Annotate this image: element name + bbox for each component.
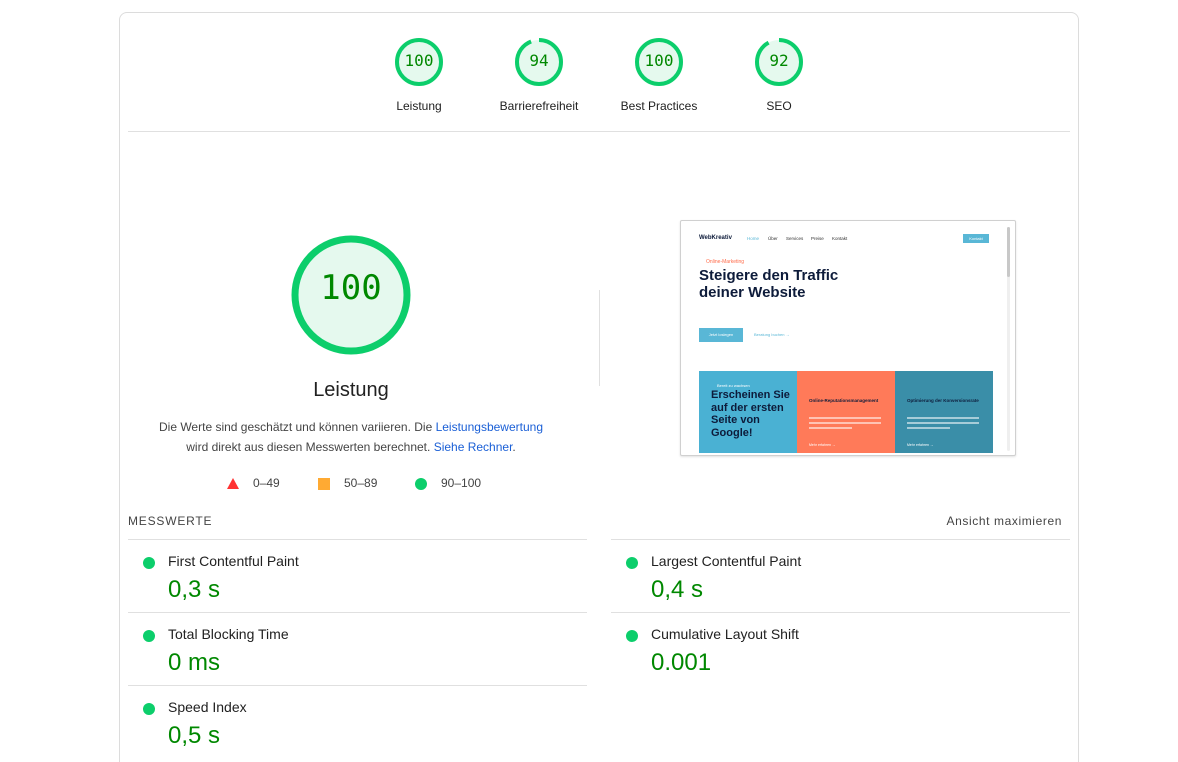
square-icon — [318, 478, 330, 490]
panel-more-link: Mehr erfahren → — [809, 443, 836, 447]
screenshot-cta: Jetzt loslegen — [699, 328, 743, 342]
screenshot-nav-item: Über — [768, 236, 778, 241]
lighthouse-report-card: 100 Leistung 94 Barrierefreiheit 100 Bes… — [119, 12, 1079, 762]
metric-value: 0.001 — [651, 649, 712, 676]
panel-kicker: Bereit zu wachsen — [717, 383, 750, 388]
description-text: Die Werte sind geschätzt und können vari… — [158, 420, 436, 434]
circle-icon — [415, 478, 427, 490]
screenshot-nav-item: Kontakt — [832, 236, 848, 241]
screenshot-panels: Bereit zu wachsen Erscheinen Sie auf der… — [699, 371, 994, 453]
screenshot-panel: Online-Reputationsmanagement Mehr erfahr… — [797, 371, 895, 453]
performance-score: 100 — [320, 268, 382, 308]
gauge-ring-icon — [755, 38, 803, 86]
metric-cumulative-layout-shift: Cumulative Layout Shift 0.001 — [611, 612, 1070, 676]
screenshot-nav-item: Home — [747, 236, 760, 241]
gauge-score: 100 — [644, 51, 674, 70]
panel-more-link: Mehr erfahren → — [907, 443, 934, 447]
gauge-label: Best Practices — [620, 99, 698, 113]
category-gauges: 100 Leistung 94 Barrierefreiheit 100 Bes… — [120, 37, 1078, 127]
screenshot-panel: Bereit zu wachsen Erscheinen Sie auf der… — [699, 371, 797, 453]
metric-name: Largest Contentful Paint — [651, 553, 802, 569]
gauge-score: 100 — [404, 51, 434, 70]
gauge-ring-icon — [635, 38, 683, 86]
screenshot-contact-button: Kontakt — [963, 234, 989, 243]
page-screenshot[interactable]: WebKreativ Home Über Services Preise Kon… — [680, 220, 1016, 456]
metric-value: 0,4 s — [651, 576, 704, 603]
gauge-barrierefreiheit[interactable]: 94 Barrierefreiheit — [479, 37, 599, 113]
screenshot-nav-item: Preise — [811, 236, 824, 241]
screenshot-kicker: Online-Marketing — [706, 259, 745, 265]
metric-largest-contentful-paint: Largest Contentful Paint 0,4 s — [611, 539, 1070, 612]
vertical-separator — [599, 290, 600, 386]
performance-title: Leistung — [313, 379, 389, 401]
screenshot-scroll-track — [1007, 227, 1010, 451]
metric-total-blocking-time: Total Blocking Time 0 ms — [128, 612, 587, 685]
metric-name: First Contentful Paint — [168, 553, 299, 569]
gauge-best-practices[interactable]: 100 Best Practices — [599, 37, 719, 113]
screenshot-headline: Steigere den Traffic deiner Website — [699, 267, 839, 301]
gauge-score: 92 — [769, 51, 789, 70]
panel-text-lines — [809, 417, 881, 432]
pass-circle-icon — [143, 557, 155, 569]
panel-text-lines — [907, 417, 979, 432]
scoring-link[interactable]: Leistungsbewertung — [435, 420, 543, 434]
panel-title: Optimierung der Konversionsrate — [907, 398, 979, 403]
screenshot-link: Beratung buchen → — [754, 332, 790, 337]
metric-speed-index: Speed Index 0,5 s — [128, 685, 587, 758]
panel-title: Erscheinen Sie auf der ersten Seite von … — [711, 389, 790, 439]
pass-circle-icon — [143, 703, 155, 715]
gauge-seo[interactable]: 92 SEO — [719, 37, 839, 113]
screenshot-panel: Optimierung der Konversionsrate Mehr erf… — [895, 371, 993, 453]
metric-value: 0,3 s — [168, 576, 221, 603]
panel-title: Online-Reputationsmanagement — [809, 398, 879, 403]
description-text: . — [512, 440, 516, 454]
legend-range-pass: 90–100 — [441, 476, 482, 490]
metric-value: 0 ms — [168, 649, 221, 676]
metric-name: Speed Index — [168, 699, 247, 715]
metric-name: Total Blocking Time — [168, 626, 289, 642]
screenshot-scrollbar — [1007, 227, 1010, 277]
gauge-label: SEO — [766, 99, 792, 113]
metrics-header: MESSWERTE — [128, 514, 213, 528]
pass-circle-icon — [626, 557, 638, 569]
gauge-label: Barrierefreiheit — [499, 99, 579, 113]
gauge-ring-icon — [515, 38, 563, 86]
performance-description: Die Werte sind geschätzt und können vari… — [140, 417, 562, 457]
screenshot-logo: WebKreativ — [699, 235, 732, 241]
score-legend: 0–49 50–89 90–100 — [227, 476, 487, 492]
pass-circle-icon — [626, 630, 638, 642]
legend-range-average: 50–89 — [344, 476, 378, 490]
triangle-icon — [227, 478, 239, 489]
description-text: wird direkt aus diesen Messwerten berech… — [186, 440, 434, 454]
calculator-link[interactable]: Siehe Rechner — [433, 440, 513, 454]
metric-value: 0,5 s — [168, 722, 221, 749]
gauge-ring-icon — [291, 235, 411, 355]
pass-circle-icon — [143, 630, 155, 642]
gauge-score: 94 — [529, 51, 549, 70]
metric-name: Cumulative Layout Shift — [651, 626, 799, 642]
legend-range-fail: 0–49 — [253, 476, 280, 490]
header-divider — [128, 131, 1070, 132]
expand-view-toggle[interactable]: Ansicht maximieren — [946, 514, 1062, 528]
gauge-leistung[interactable]: 100 Leistung — [359, 37, 479, 113]
gauge-label: Leistung — [396, 99, 442, 113]
screenshot-nav-item: Services — [786, 236, 804, 241]
performance-gauge: 100 — [291, 235, 411, 355]
metric-first-contentful-paint: First Contentful Paint 0,3 s — [128, 539, 587, 612]
gauge-ring-icon — [395, 38, 443, 86]
